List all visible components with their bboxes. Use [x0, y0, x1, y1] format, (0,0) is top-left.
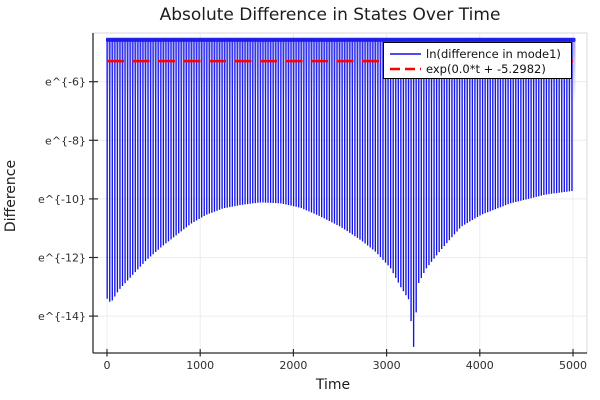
- oscillation-peak-band: [106, 37, 576, 42]
- y-tick-label: e^{-8}: [45, 134, 86, 147]
- legend-label-difference: ln(difference in mode1): [426, 47, 561, 61]
- x-tick-label: 0: [104, 359, 111, 372]
- x-tick-label: 1000: [186, 359, 214, 372]
- legend-box: [383, 42, 572, 79]
- legend: ln(difference in mode1) exp(0.0*t + -5.2…: [383, 42, 572, 79]
- x-tick-label: 3000: [373, 359, 401, 372]
- y-tick-label: e^{-12}: [38, 252, 86, 265]
- legend-label-fit: exp(0.0*t + -5.2982): [426, 62, 546, 76]
- axes-frame: [92, 32, 588, 354]
- x-axis-label: Time: [315, 377, 350, 393]
- y-tick-label: e^{-10}: [38, 193, 86, 206]
- x-tick-label: 4000: [466, 359, 494, 372]
- x-tick-label: 5000: [559, 359, 587, 372]
- y-axis-label: Difference: [3, 160, 19, 232]
- series-difference-line: [106, 37, 576, 347]
- tick-labels: 0 1000 2000 3000 4000 5000 e^{-6} e^{-8} e^{-10}…: [38, 76, 587, 372]
- chart-title: Absolute Difference in States Over Time: [160, 5, 501, 25]
- tick-marks: [89, 81, 574, 357]
- x-tick-label: 2000: [279, 359, 307, 372]
- y-tick-label: e^{-6}: [45, 76, 86, 89]
- y-tick-label: e^{-14}: [38, 310, 86, 323]
